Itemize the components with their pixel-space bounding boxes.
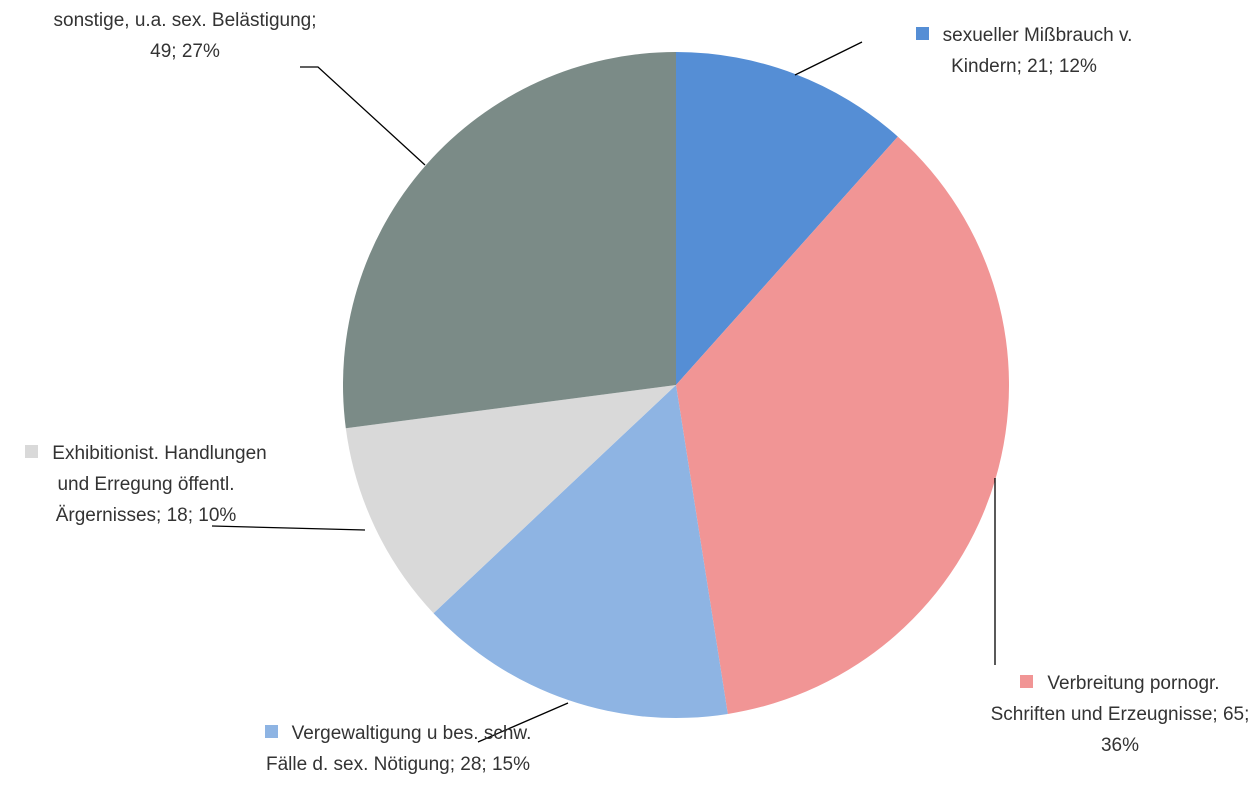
pie-slice: sonstige, u.a. sex. Belästigung [343,52,676,429]
pie-slice: Verbreitung pornogr. Schriften und Erzeu… [676,136,1010,714]
pie-slice: sexueller Mißbrauch v. Kindern [676,52,898,385]
leader-line [300,66,426,166]
pie-slice: Vergewaltigung u bes. schw. Fälle d. sex… [433,385,728,719]
leader-line [477,702,569,743]
data-label: sonstige, u.a. sex. Belästigung; 49; 27% [53,10,317,62]
data-label-box: Vergewaltigung u bes. schw. Fälle d. sex… [243,718,553,780]
data-label: Exhibitionist. Handlungen und Erregung ö… [52,443,267,526]
legend-key [915,27,929,40]
leader-lines [211,41,996,743]
leader-line [794,41,863,76]
legend-key [25,445,39,458]
legend-key [264,725,278,738]
slices: sexueller Mißbrauch v. KindernVerbreitun… [343,52,1010,719]
data-label-box: sexueller Mißbrauch v. Kindern; 21; 12% [893,20,1155,82]
data-label-box: sonstige, u.a. sex. Belästigung; 49; 27% [40,5,330,67]
data-label-box: Exhibitionist. Handlungen und Erregung ö… [10,438,282,531]
pie-slice: Exhibitionist. Handlungen und Erregung ö… [345,385,676,614]
data-label: sexueller Mißbrauch v. Kindern; 21; 12% [942,25,1133,77]
data-label: Vergewaltigung u bes. schw. Fälle d. sex… [265,723,532,775]
leader-line [211,525,366,531]
data-label: Verbreitung pornogr. Schriften und Erzeu… [990,673,1250,756]
legend-key [1020,675,1034,688]
data-label-box: Verbreitung pornogr. Schriften und Erzeu… [985,668,1255,761]
